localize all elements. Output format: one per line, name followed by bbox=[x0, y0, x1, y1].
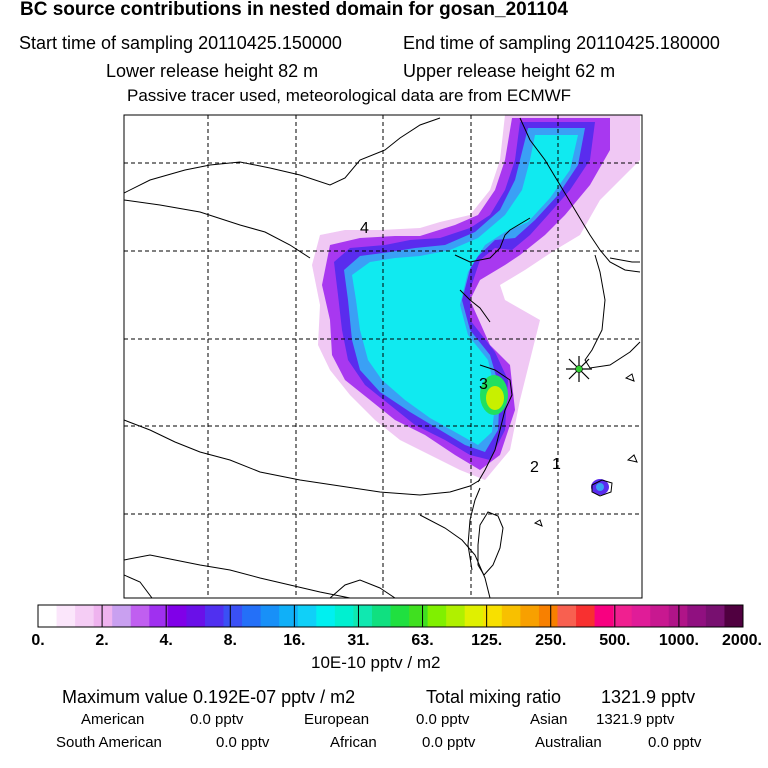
colorbar-cell bbox=[334, 605, 354, 627]
colorbar-cell bbox=[650, 605, 670, 627]
colorbar-cell bbox=[242, 605, 262, 627]
region-name: European bbox=[304, 711, 370, 728]
source-marker-3: 3 bbox=[479, 376, 488, 393]
region-value: 1321.9 pptv bbox=[596, 711, 675, 728]
colorbar-tick-label: 63. bbox=[411, 632, 433, 649]
colorbar-cell bbox=[167, 605, 187, 627]
colorbar-cell bbox=[204, 605, 224, 627]
colorbar-frame bbox=[37, 604, 744, 628]
star-burst-icon bbox=[566, 356, 592, 382]
colorbar-tick-label: 2000. bbox=[722, 632, 762, 649]
upper-release-height: Upper release height 62 m bbox=[403, 61, 616, 81]
colorbar-cell bbox=[576, 605, 595, 627]
colorbar-tick-label: 31. bbox=[347, 632, 369, 649]
tracer-note: Passive tracer used, meteorological data… bbox=[127, 86, 572, 105]
colorbar-tick-label: 2. bbox=[95, 632, 108, 649]
colorbar-cell bbox=[483, 605, 503, 627]
colorbar-cell bbox=[538, 605, 558, 627]
graticule bbox=[124, 115, 642, 598]
colorbar-tick-label: 1000. bbox=[659, 632, 699, 649]
colorbar-tick-label: 4. bbox=[160, 632, 173, 649]
plume-cyan bbox=[352, 135, 578, 445]
colorbar-cell bbox=[93, 605, 113, 627]
plot-title: BC source contributions in nested domain… bbox=[20, 0, 568, 20]
colorbar-cell bbox=[353, 605, 373, 627]
colorbar-cell bbox=[520, 605, 540, 627]
region-value: 0.0 pptv bbox=[648, 734, 702, 751]
colorbar-cell bbox=[56, 605, 76, 627]
colorbar-tick-label: 0. bbox=[31, 632, 44, 649]
colorbar-cell bbox=[464, 605, 484, 627]
colorbar-cell bbox=[668, 605, 688, 627]
colorbar-tick-label: 500. bbox=[599, 632, 630, 649]
total-mixing-ratio-label: Total mixing ratio bbox=[426, 687, 562, 707]
sampling-start-time: Start time of sampling 20110425.150000 bbox=[19, 33, 342, 53]
map-frame bbox=[123, 114, 643, 599]
region-name: African bbox=[330, 734, 377, 751]
colorbar-cell bbox=[75, 605, 95, 627]
colorbar-cell bbox=[501, 605, 521, 627]
colorbar-cell bbox=[409, 605, 429, 627]
source-marker-2: 2 bbox=[530, 459, 539, 476]
source-marker-4: 4 bbox=[360, 220, 369, 237]
plume-yellow bbox=[486, 386, 504, 410]
colorbar-cell bbox=[316, 605, 336, 627]
colorbar-cell bbox=[390, 605, 410, 627]
region-value: 0.0 pptv bbox=[422, 734, 476, 751]
colorbar-cell bbox=[631, 605, 651, 627]
plume-layer bbox=[312, 115, 640, 495]
colorbar-cell bbox=[446, 605, 466, 627]
colorbar-cell bbox=[427, 605, 447, 627]
sampling-end-time: End time of sampling 20110425.180000 bbox=[403, 33, 720, 53]
colorbar-cell bbox=[594, 605, 614, 627]
colorbar-tick-label: 125. bbox=[471, 632, 502, 649]
colorbar-cell bbox=[613, 605, 633, 627]
colorbar-cell bbox=[279, 605, 299, 627]
plume-jeju-core bbox=[596, 483, 604, 491]
colorbar-ticks: 0. 2. 4. 8. 16. 31. 63. 125. 250. 500. 1000. 2000. bbox=[31, 605, 762, 649]
region-name: South American bbox=[56, 734, 162, 751]
colorbar-cell bbox=[260, 605, 280, 627]
region-name: American bbox=[81, 711, 145, 728]
coastlines bbox=[124, 117, 641, 598]
lower-release-height: Lower release height 82 m bbox=[106, 61, 319, 81]
colorbar-cell bbox=[557, 605, 577, 627]
colorbar-cell bbox=[297, 605, 317, 627]
colorbar-tick-label: 8. bbox=[224, 632, 237, 649]
colorbar-cell bbox=[371, 605, 391, 627]
colorbar-tick-label: 16. bbox=[283, 632, 305, 649]
region-name: Australian bbox=[535, 734, 602, 751]
region-value: 0.0 pptv bbox=[216, 734, 270, 751]
colorbar-cell bbox=[38, 605, 57, 627]
source-marker-1: 1 bbox=[552, 456, 561, 473]
colorbar-cell bbox=[724, 605, 744, 627]
colorbar-cell bbox=[149, 605, 169, 627]
colorbar-cell bbox=[186, 605, 206, 627]
colorbar-units: 10E-10 pptv / m2 bbox=[311, 653, 441, 672]
colorbar-cell bbox=[705, 605, 725, 627]
colorbar-cell bbox=[130, 605, 150, 627]
region-value: 0.0 pptv bbox=[416, 711, 470, 728]
colorbar-tick-label: 250. bbox=[535, 632, 566, 649]
colorbar-cells bbox=[37, 604, 744, 628]
total-mixing-ratio-value: 1321.9 pptv bbox=[601, 687, 696, 707]
colorbar-cell bbox=[223, 605, 243, 627]
region-value: 0.0 pptv bbox=[190, 711, 244, 728]
colorbar-cell bbox=[112, 605, 132, 627]
colorbar-cell bbox=[687, 605, 707, 627]
maximum-value: Maximum value 0.192E-07 pptv / m2 bbox=[62, 687, 356, 707]
region-name: Asian bbox=[530, 711, 568, 728]
